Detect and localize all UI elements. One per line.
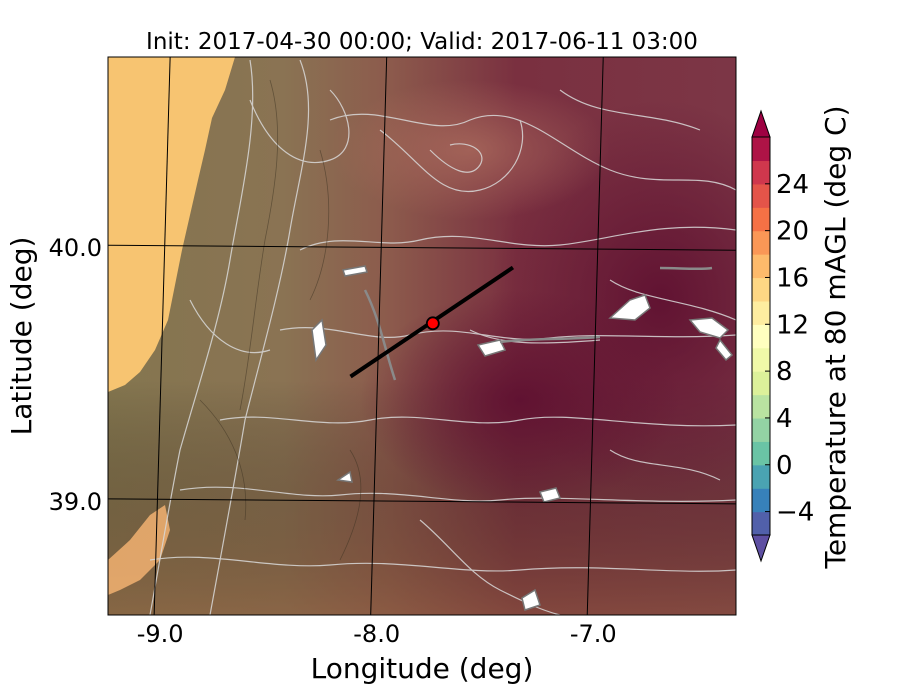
- colorbar-extend-min: [751, 534, 771, 563]
- colorbar-segment-1: [752, 488, 770, 513]
- colorbar-label: Temperature at 80 mAGL (deg C): [819, 105, 852, 569]
- colorbar-tick-label-5: 16: [776, 263, 809, 293]
- site-marker: [425, 316, 440, 331]
- colorbar-tick-label-6: 20: [776, 217, 809, 247]
- colorbar-segment-3: [752, 441, 770, 466]
- grid-meridian-1: [370, 57, 388, 615]
- ocean-area: [108, 57, 235, 392]
- colorbar-segment-11: [752, 254, 770, 279]
- colorbar-segment-0: [752, 511, 770, 536]
- colorbar-segment-2: [752, 464, 770, 489]
- hot-region-center: [360, 290, 680, 510]
- colorbar-segment-5: [752, 394, 770, 419]
- x-tick-labels: -9.0 -8.0 -7.0: [137, 620, 617, 648]
- map-panel: [108, 57, 736, 615]
- colorbar-frame: [751, 136, 771, 536]
- colorbar-segment-8: [752, 324, 770, 349]
- grid-meridian-2: [586, 57, 604, 615]
- colorbar-extend-max: [751, 109, 771, 138]
- x-tick-label-0: -9.0: [137, 620, 184, 648]
- map-frame: [107, 56, 737, 616]
- colorbar: −4 0 4 8 12 16 20 24: [751, 109, 814, 563]
- colorbar-segment-16: [752, 137, 770, 162]
- y-axis-label: Latitude (deg): [5, 237, 38, 436]
- grid-meridian-0: [153, 57, 171, 615]
- colorbar-segment-4: [752, 417, 770, 442]
- colorbar-segment-12: [752, 230, 770, 255]
- warm-region-north: [330, 80, 610, 220]
- white-patches: [311, 265, 734, 611]
- colorbar-tick-label-0: −4: [776, 498, 814, 528]
- colorbar-segment-10: [752, 277, 770, 302]
- colorbar-segment-13: [752, 207, 770, 232]
- colorbar-tick-label-7: 24: [776, 170, 809, 200]
- chart-title: Init: 2017-04-30 00:00; Valid: 2017-06-1…: [146, 29, 698, 55]
- gray-rivers: [363, 266, 713, 381]
- x-tick-label-2: -7.0: [570, 620, 617, 648]
- colorbar-segment-14: [752, 183, 770, 208]
- terrain-contours: [149, 59, 736, 615]
- y-tick-label-0: 40.0: [49, 234, 102, 262]
- gridlines: [108, 57, 736, 615]
- colorbar-segment-6: [752, 371, 770, 396]
- grid-parallel-1: [108, 498, 736, 505]
- x-axis-label: Longitude (deg): [311, 652, 534, 685]
- colorbar-segment-7: [752, 347, 770, 372]
- y-tick-labels: 40.0 39.0: [49, 234, 102, 516]
- colorbar-tick-label-1: 0: [776, 451, 793, 481]
- colorbar-segment-9: [752, 300, 770, 325]
- grid-parallel-0: [108, 244, 736, 251]
- colorbar-segment-15: [752, 160, 770, 185]
- y-tick-label-1: 39.0: [49, 488, 102, 516]
- ocean-south-patch: [108, 505, 170, 595]
- x-tick-label-1: -8.0: [353, 620, 400, 648]
- colorbar-tick-label-2: 4: [776, 404, 793, 434]
- colorbar-tick-label-3: 8: [776, 357, 793, 387]
- colorbar-tick-label-4: 12: [776, 310, 809, 340]
